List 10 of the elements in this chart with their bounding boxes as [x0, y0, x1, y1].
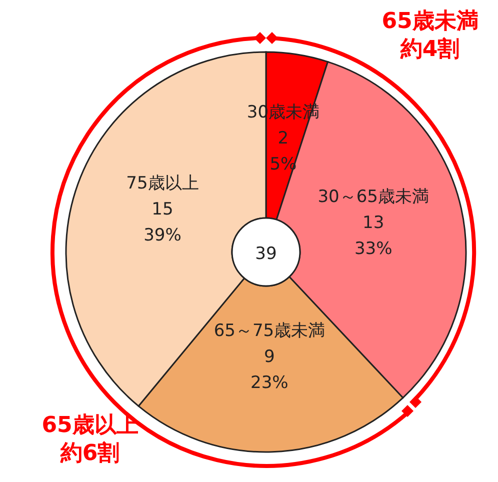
- text: 約6割: [59, 441, 120, 466]
- slice-label: 75歳以上: [126, 174, 199, 194]
- text: 約4割: [399, 37, 460, 62]
- text: 39: [255, 244, 277, 264]
- data-label: 15 39%: [144, 200, 182, 246]
- data-label: 9 23%: [250, 346, 288, 393]
- slice-label: 30～65歳未満: [318, 187, 429, 208]
- data-label: 13 33%: [354, 213, 392, 260]
- text: 65歳未満: [382, 9, 478, 34]
- slice-label: 65～75歳未満: [214, 320, 326, 341]
